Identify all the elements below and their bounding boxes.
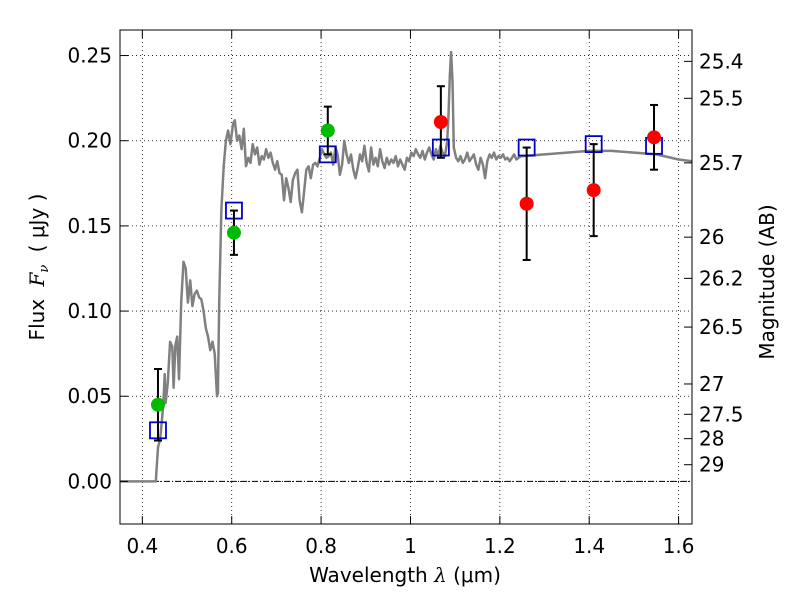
magnitude-tick-label: 27.5 [699,402,744,426]
x-tick-label: 1.2 [484,534,516,558]
magnitude-tick-label: 25.7 [699,151,744,175]
points-layer [149,85,663,442]
y-tick-label: 0.25 [67,44,112,68]
y-tick-label: 0.05 [67,384,112,408]
magnitude-tick-label: 26 [699,225,724,249]
green-photometry-point [226,225,241,240]
model-spectrum-line [120,50,693,483]
x-tick-label: 1.4 [573,534,605,558]
spectrum-layer [120,50,693,483]
y-tick-label: 0.15 [67,214,112,238]
axes-frame [119,29,693,525]
y-tick-label: 0.00 [67,469,112,493]
red-photometry-point [647,130,662,145]
red-photometry-point [586,183,601,198]
magnitude-tick-label: 26.2 [699,266,744,290]
red-photometry-point [433,114,448,129]
green-photometry-point [320,123,335,138]
ticks-layer: 0.4 0.6 0.8 1 1.2 1.4 1.6 0.00 0.05 0.10 0.15 0.20 0… [67,30,744,558]
magnitude-tick-label: 29 [699,453,724,477]
magnitude-tick-label: 28 [699,427,724,451]
x-tick-label: 1.6 [663,534,695,558]
red-photometry-point [519,196,534,211]
y-tick-label: 0.10 [67,299,112,323]
x-tick-label: 0.6 [216,534,248,558]
magnitude-axis-label: Magnitude (AB) [755,204,779,359]
magnitude-tick-label: 26.5 [699,315,744,339]
y-axis-label: Flux Fν ( μJy ) [25,194,53,341]
magnitude-tick-label: 25.5 [699,86,744,110]
green-photometry-point [150,397,165,412]
x-axis-label: Wavelength λ (μm) [309,563,501,587]
x-tick-label: 0.4 [126,534,158,558]
x-tick-label: 1 [404,534,417,558]
x-tick-label: 0.8 [305,534,337,558]
y-tick-label: 0.20 [67,129,112,153]
magnitude-tick-label: 27 [699,372,724,396]
magnitude-tick-label: 25.4 [699,49,744,73]
